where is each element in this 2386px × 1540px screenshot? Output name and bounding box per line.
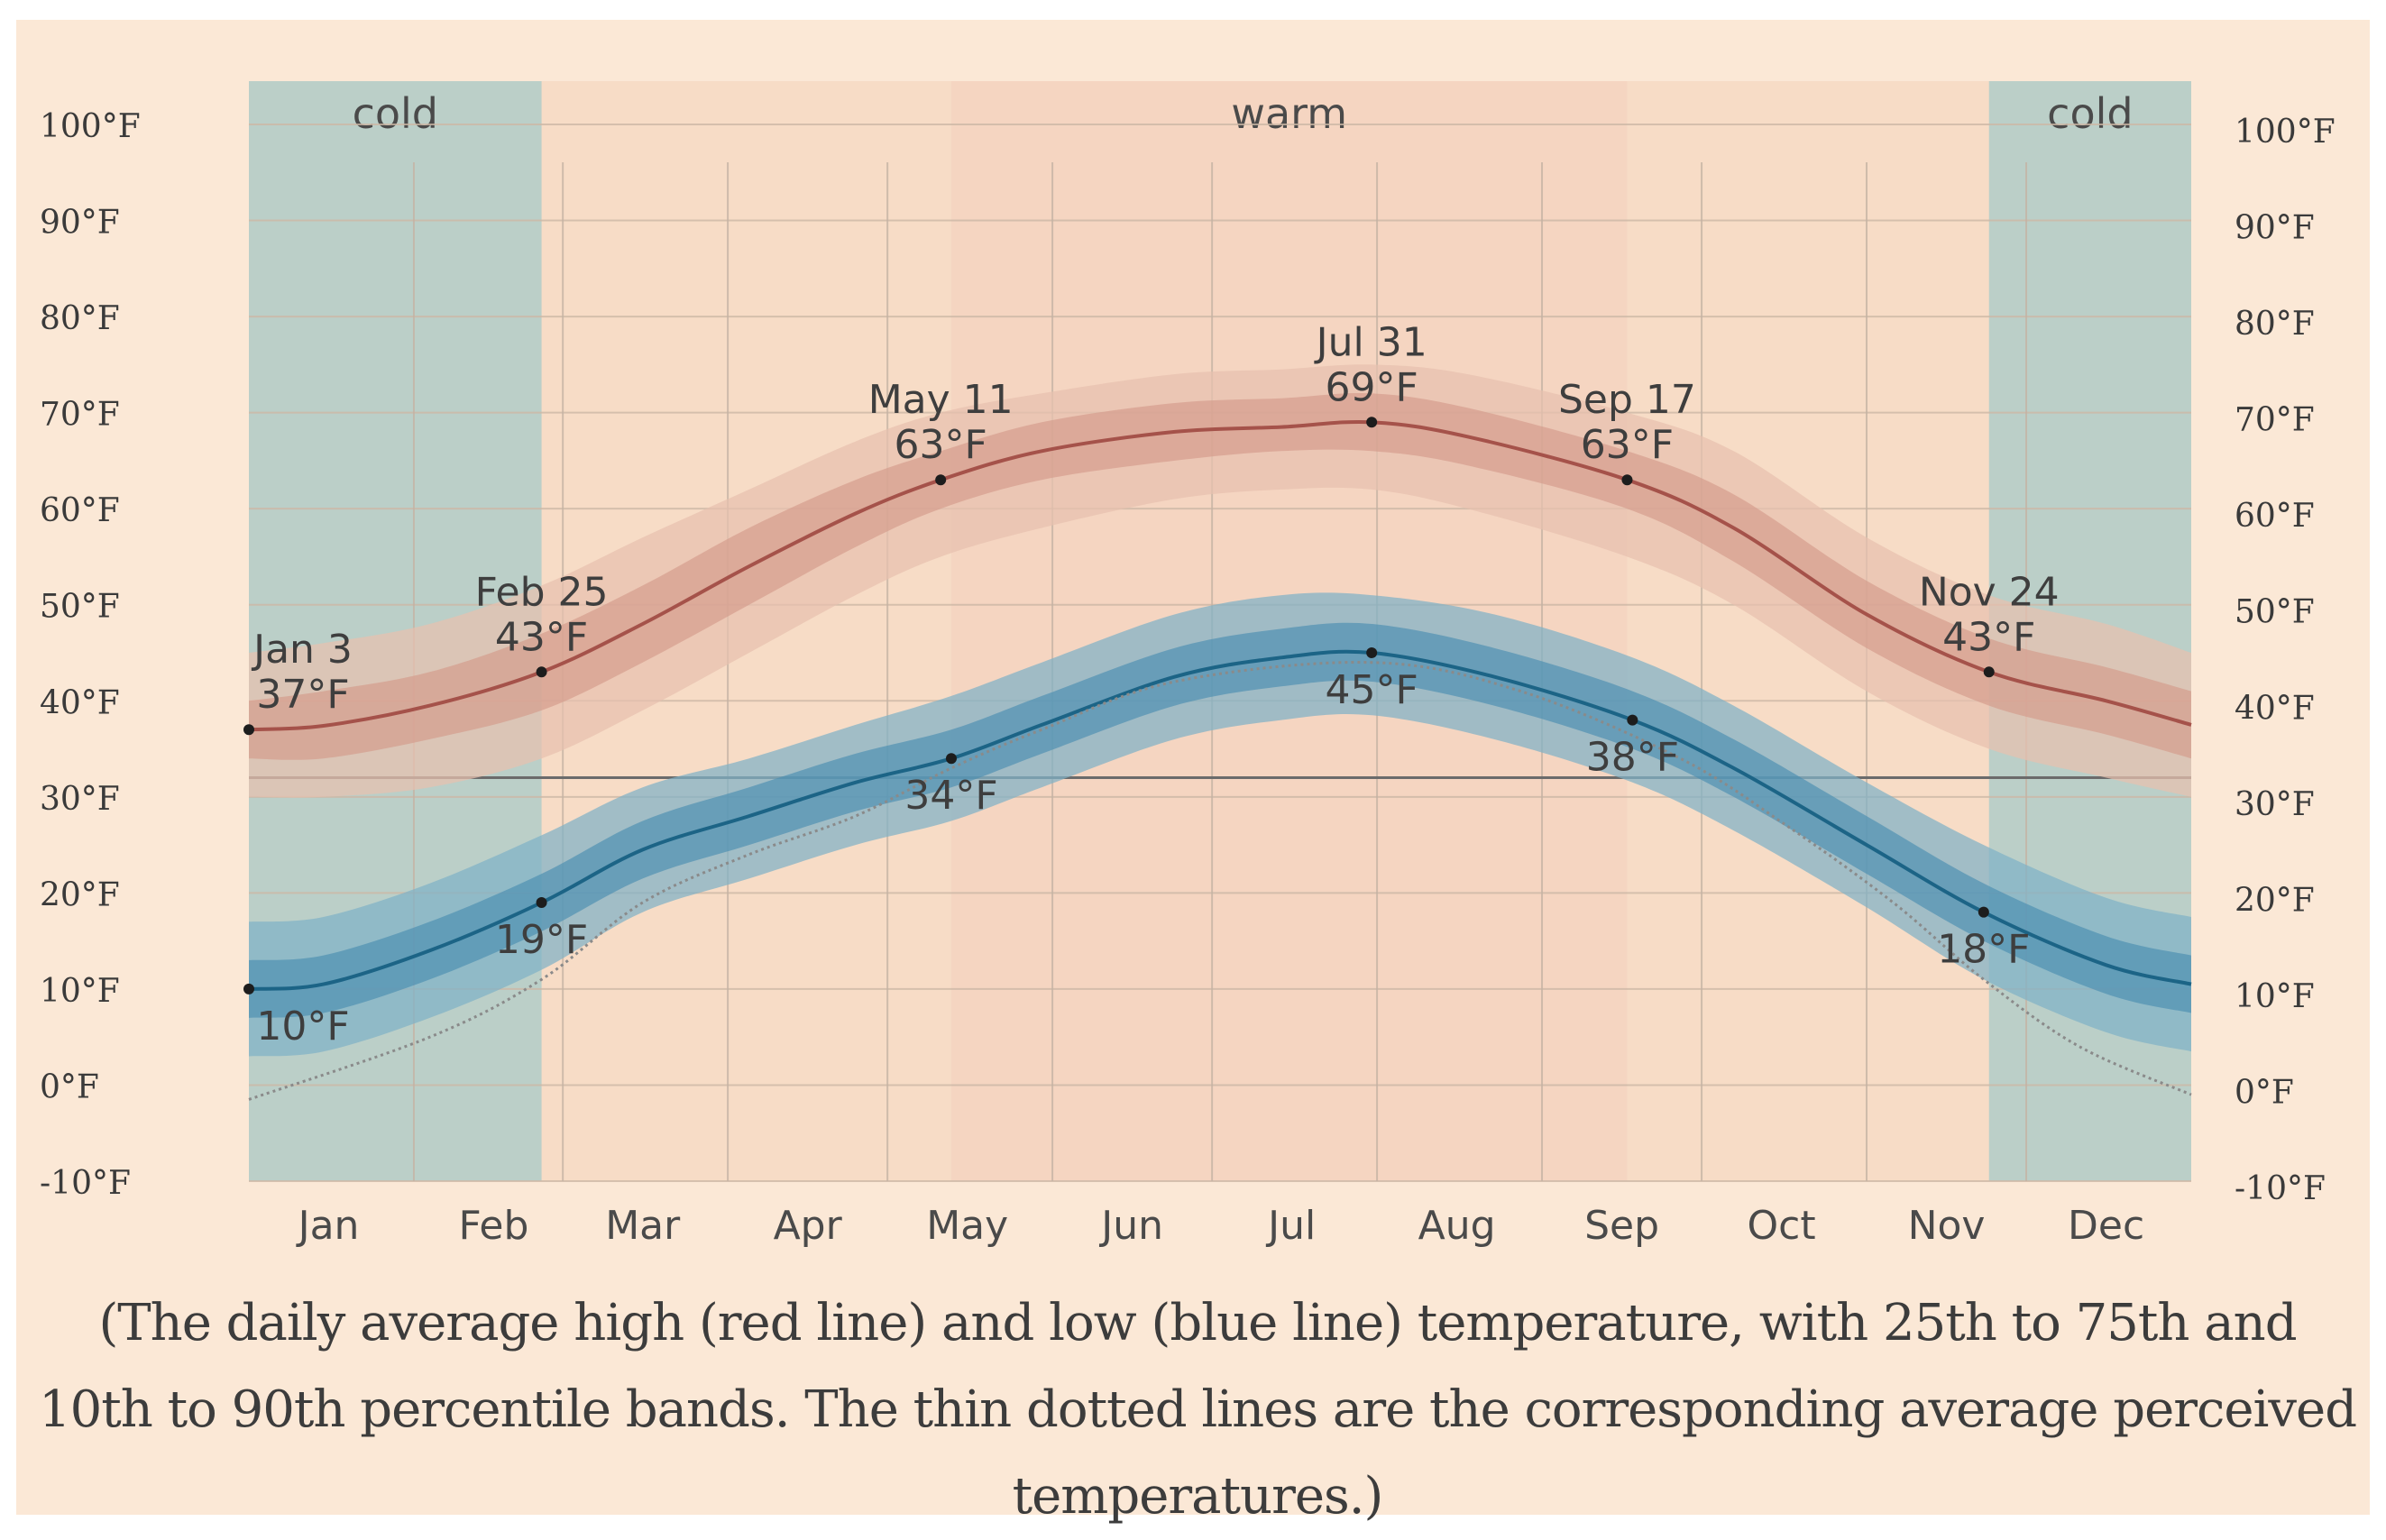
x-tick-month: Mar xyxy=(605,1203,681,1249)
y-tick-right: 40°F xyxy=(2235,690,2315,727)
y-tick-right: 20°F xyxy=(2235,882,2315,919)
perceived-low-line xyxy=(248,661,2192,1101)
caption-line-2: 10th to 90th percentile bands. The thin … xyxy=(38,1380,2357,1439)
y-tick-right: 30°F xyxy=(2235,786,2315,823)
y-tick-left: 20°F xyxy=(40,876,120,913)
caption-line-3: temperatures.) xyxy=(1012,1467,1384,1526)
annotation-value: 37°F xyxy=(256,672,349,718)
x-tick-month: Feb xyxy=(459,1203,529,1249)
y-tick-right: 90°F xyxy=(2235,210,2315,247)
y-tick-left: 30°F xyxy=(40,781,120,818)
y-tick-right: 0°F xyxy=(2235,1074,2294,1111)
temperature-chart: cold warm cold 100°F 90°F 80°F 70°F 60°F 50°F 40… xyxy=(40,81,2336,1249)
annotation-dot xyxy=(1621,474,1633,486)
annotation-dot xyxy=(1627,714,1638,726)
y-tick-right: 60°F xyxy=(2235,498,2315,535)
annotation-dot xyxy=(1978,906,1989,918)
season-label-cold: cold xyxy=(2047,89,2133,138)
x-tick-month: Oct xyxy=(1748,1203,1816,1249)
x-tick-month: Apr xyxy=(774,1203,843,1249)
percentile-bands xyxy=(249,364,2191,1057)
y-tick-left: 50°F xyxy=(40,589,120,626)
y-tick-left: 80°F xyxy=(40,300,120,337)
series-line-low xyxy=(248,649,2192,991)
band-25-75-high xyxy=(249,392,2191,760)
annotation-value: 63°F xyxy=(1581,422,1674,468)
y-tick-right: 80°F xyxy=(2235,306,2315,343)
y-tick-left: 40°F xyxy=(40,684,120,721)
x-tick-month: Jun xyxy=(1098,1203,1163,1249)
annotation-dot xyxy=(935,474,947,486)
x-tick-month: Aug xyxy=(1418,1203,1496,1249)
x-tick-month: Dec xyxy=(2068,1203,2144,1249)
series-line-high xyxy=(248,419,2192,732)
x-tick-month: Sep xyxy=(1584,1203,1659,1249)
caption-line-1: (The daily average high (red line) and l… xyxy=(98,1294,2297,1352)
y-tick-right: 50°F xyxy=(2235,594,2315,631)
season-label-cold: cold xyxy=(353,89,438,138)
chart-frame: cold warm cold 100°F 90°F 80°F 70°F 60°F 50°F 40… xyxy=(16,20,2370,1526)
annotation-dot xyxy=(536,666,547,678)
annotation-dot xyxy=(945,753,957,765)
band-10-90-high xyxy=(249,364,2191,798)
y-tick-left: 100°F xyxy=(40,108,141,145)
y-tick-left: 70°F xyxy=(40,397,120,434)
annotation-date: Sep 17 xyxy=(1558,377,1696,423)
chart-caption: (The daily average high (red line) and l… xyxy=(34,1280,2361,1540)
x-tick-month: May xyxy=(926,1203,1008,1249)
annotation-value: 10°F xyxy=(256,1004,349,1050)
x-tick-month: Nov xyxy=(1908,1203,1986,1249)
annotation-dot xyxy=(536,897,547,909)
annotation-date: May 11 xyxy=(868,377,1014,423)
annotation-value: 69°F xyxy=(1326,364,1418,410)
annotation-value: 18°F xyxy=(1937,927,2030,973)
annotation-dot xyxy=(243,983,254,995)
band-10-90-low xyxy=(249,592,2191,1057)
annotation-value: 38°F xyxy=(1586,735,1679,781)
y-tick-right: 10°F xyxy=(2235,978,2315,1015)
annotation-value: 43°F xyxy=(1942,614,2035,660)
annotation-value: 45°F xyxy=(1326,667,1418,713)
axes: 100°F 90°F 80°F 70°F 60°F 50°F 40°F 30°F 20°F 10°… xyxy=(40,108,2336,1249)
annotation-dot xyxy=(1366,417,1378,428)
annotation-date: Nov 24 xyxy=(1919,569,2060,615)
y-tick-left: 90°F xyxy=(40,205,120,242)
annotation-date: Jul 31 xyxy=(1314,319,1427,365)
y-tick-right: 70°F xyxy=(2235,402,2315,439)
y-tick-left: -10°F xyxy=(40,1165,131,1202)
season-label-warm: warm xyxy=(1231,89,1347,138)
y-tick-left: 0°F xyxy=(40,1068,99,1105)
annotation-dot xyxy=(1366,647,1378,658)
annotation-value: 43°F xyxy=(495,614,588,660)
y-tick-left: 10°F xyxy=(40,973,120,1010)
y-tick-right: -10°F xyxy=(2235,1170,2326,1207)
annotation-value: 63°F xyxy=(895,422,987,468)
annotation-dot xyxy=(1983,666,1995,678)
y-tick-left: 60°F xyxy=(40,492,120,529)
annotation-dot xyxy=(243,724,254,736)
annotation-value: 34°F xyxy=(904,773,997,819)
annotation-date: Jan 3 xyxy=(251,627,353,673)
y-tick-right: 100°F xyxy=(2235,114,2336,151)
annotation-value: 19°F xyxy=(495,917,588,963)
x-tick-month: Jan xyxy=(296,1203,360,1249)
annotation-date: Feb 25 xyxy=(475,569,609,615)
band-25-75-low xyxy=(249,622,2191,1018)
series-lines xyxy=(248,419,2192,1101)
x-tick-month: Jul xyxy=(1265,1203,1316,1249)
